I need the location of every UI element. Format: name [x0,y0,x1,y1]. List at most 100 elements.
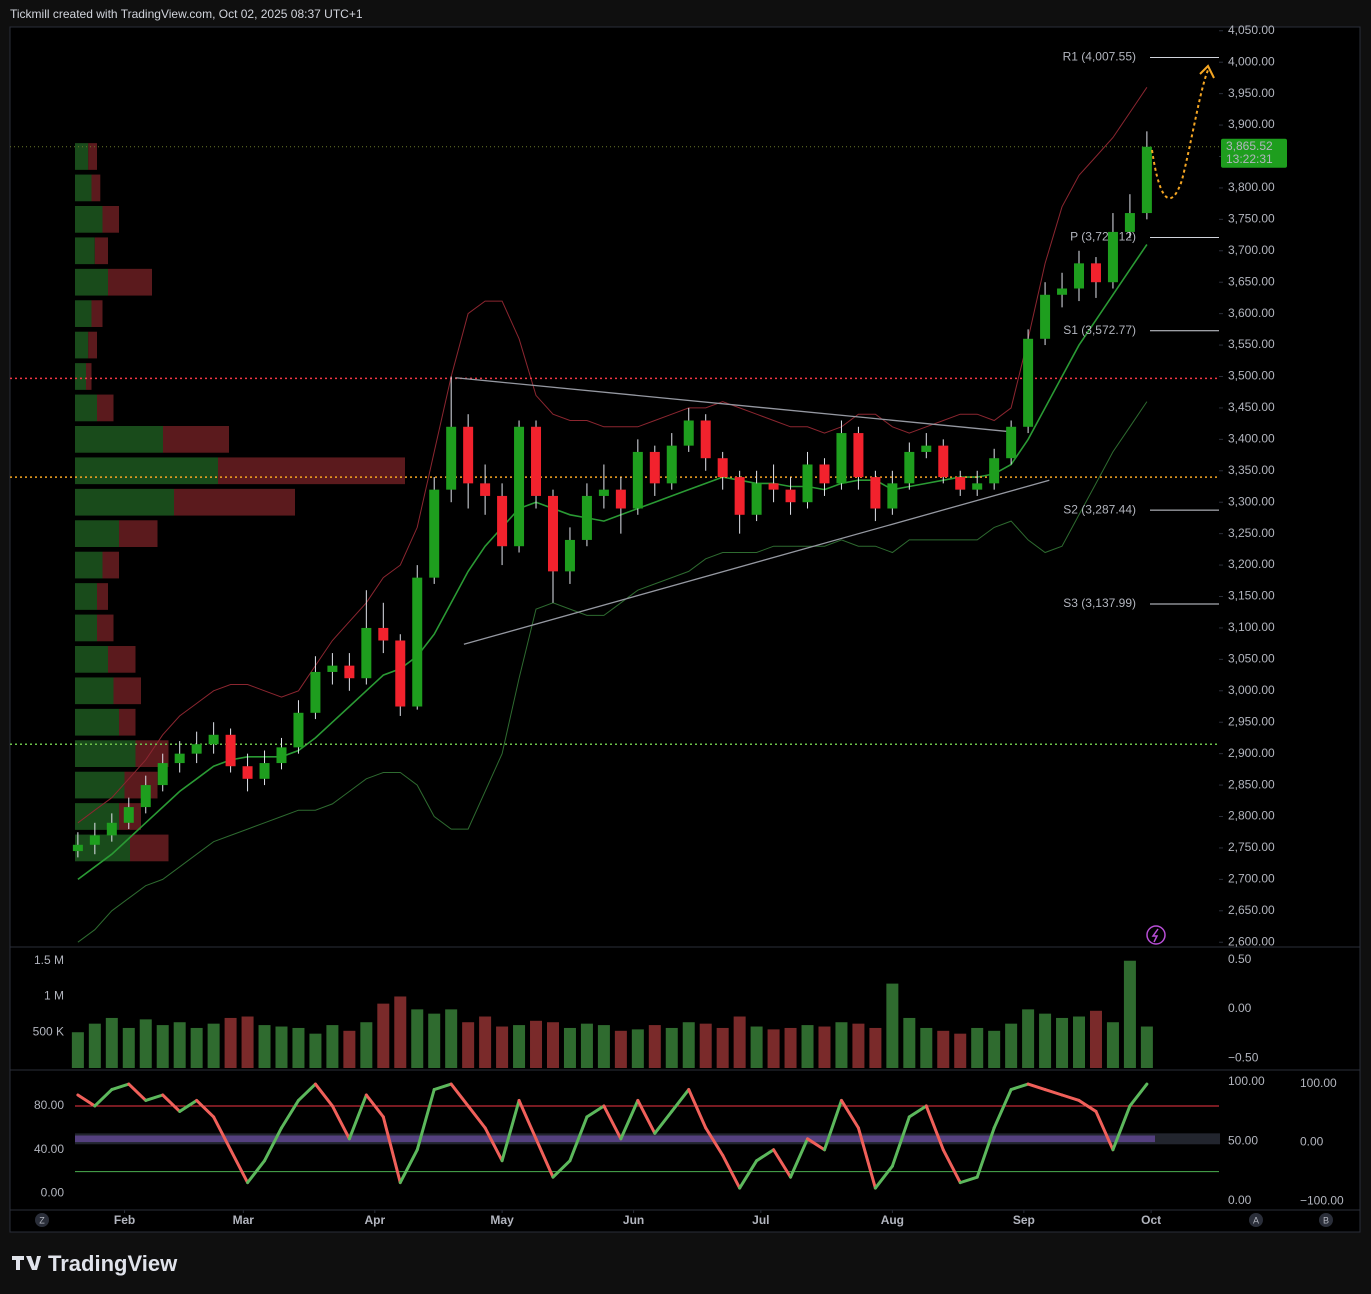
alert-icon-bolt [1151,928,1159,943]
osc-segment [619,1098,640,1141]
volume-bar [122,1027,135,1068]
profile-down [97,583,108,610]
candle-body [429,489,440,578]
osc-segment [517,1098,538,1141]
volume-bar [445,1009,458,1068]
candle-body [497,495,508,547]
volume-bar [750,1026,763,1068]
candle-body [1090,263,1101,283]
osc-segment [568,1115,589,1163]
osc-segment [1060,1093,1081,1102]
button-label[interactable]: Z [39,1215,45,1225]
pivot-label: S3 (3,137.99) [1063,596,1136,610]
volume-bar [190,1027,203,1068]
profile-down [86,363,92,390]
profile-down [108,268,152,296]
candle-body [768,483,779,490]
candle-body [632,451,643,509]
candle-body [870,477,881,509]
y-tick-label: 3,000.00 [1228,683,1275,697]
volume-bar [648,1025,661,1068]
y-tick-label: 3,800.00 [1228,180,1275,194]
button-label[interactable]: B [1323,1215,1329,1225]
osc-segment [822,1098,843,1152]
osc-segment [687,1088,708,1130]
osc-segment [178,1098,199,1113]
button[interactable] [1249,1213,1263,1227]
osc-segment [806,1137,826,1152]
osc-midband-purple [75,1135,1155,1143]
volume-bar [1123,960,1136,1068]
candle-body [564,539,575,572]
y-tick-label: 2,850.00 [1228,777,1275,791]
osc-segment [924,1104,945,1152]
button[interactable] [35,1213,49,1227]
candle-body [1040,294,1051,339]
profile-down [174,488,295,516]
candle-body [1107,231,1118,283]
osc-segment [144,1093,165,1102]
profile-up [75,488,174,516]
candle-body [344,665,355,679]
x-tick-label: Aug [881,1213,904,1227]
profile-up [75,520,119,548]
alert-icon[interactable] [1146,925,1166,945]
y-tick-label: 3,250.00 [1228,526,1275,540]
candle-body [581,495,592,540]
y-tick-label: 3,350.00 [1228,463,1275,477]
x-tick-label: Jun [623,1213,644,1227]
profile-down [88,331,97,359]
candle-body [802,464,813,503]
candle-body [310,671,321,713]
profile-up [75,300,92,327]
profile-up [75,834,130,862]
volume-bar [224,1017,237,1068]
profile-down [130,834,169,862]
profile-down [97,614,114,642]
candle-body [649,451,660,484]
osc-segment [127,1082,148,1102]
volume-bar [767,1029,780,1068]
volume-bar [784,1027,797,1068]
osc-tick-label: 0.00 [41,1186,65,1200]
candle-body [463,426,474,484]
volume-bar [1140,1026,1153,1068]
brand-name: TradingView [48,1251,178,1276]
y-tick-label: 3,200.00 [1228,557,1275,571]
volume-bar [139,1019,152,1068]
candle-body [276,747,287,764]
y-tick-label: 4,000.00 [1228,54,1275,68]
button-label[interactable]: A [1253,1215,1259,1225]
trendline [455,377,1012,433]
y-tick-label: 3,150.00 [1228,589,1275,603]
osc-segment [415,1088,436,1152]
candle-body [208,734,219,745]
volume-bar [852,1023,865,1068]
osc-segment [263,1126,283,1163]
x-tick-label: Apr [364,1213,385,1227]
candle-body [1023,338,1034,427]
y-tick-label: 3,700.00 [1228,243,1275,257]
volume-bar [631,1029,644,1068]
osc-segment [449,1082,470,1108]
candle-body [191,744,202,754]
candle-body [972,483,983,490]
osc-segment [246,1159,267,1185]
osc-segment [585,1104,606,1119]
y-tick-label: 3,950.00 [1228,86,1275,100]
button[interactable] [1319,1213,1333,1227]
profile-down [163,425,229,453]
volume-bar [309,1033,322,1068]
profile-down [91,300,103,327]
candle-body [717,458,728,478]
candle-body [361,627,372,679]
candle-body [1074,263,1085,289]
osc-segment [195,1098,216,1119]
osc-segment [500,1098,521,1163]
candle-body [395,640,406,707]
profile-down [102,551,119,579]
osc-segment [1128,1082,1149,1108]
volume-bar [886,983,899,1068]
y-tick-label: 3,900.00 [1228,117,1275,131]
